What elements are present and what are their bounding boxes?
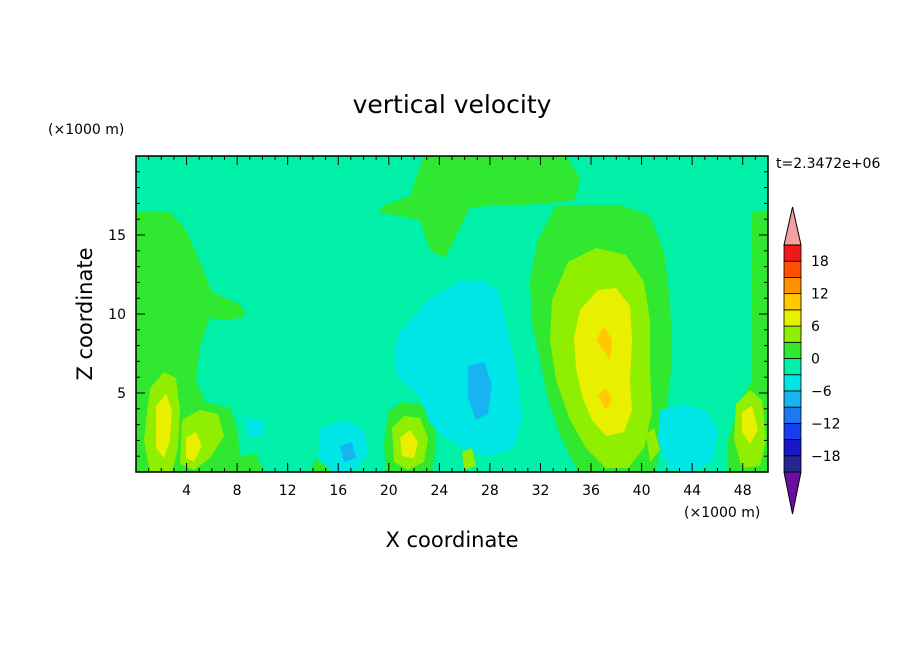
x-tick-label: 32 — [532, 483, 550, 499]
colorbar-band — [783, 277, 802, 295]
contour-downdraft-right — [658, 404, 718, 472]
x-tick-label: 20 — [380, 483, 398, 499]
x-unit-label: (×1000 m) — [684, 505, 760, 521]
x-tick-label: 4 — [182, 483, 191, 499]
colorbar-band — [783, 358, 802, 376]
colorbar-band — [783, 260, 802, 278]
y-axis-ticks: 5 10 15 — [108, 171, 768, 457]
x-tick-label: 36 — [582, 483, 600, 499]
contour-updraft-x22-6 — [400, 430, 418, 458]
colorbar-band — [783, 374, 802, 392]
contour-updraft-left-6 — [156, 394, 172, 458]
colorbar-tick-label: 6 — [811, 319, 820, 335]
y-tick-label: 15 — [108, 228, 126, 244]
x-tick-label: 48 — [734, 483, 752, 499]
colorbar-band — [783, 390, 802, 408]
x-tick-label: 40 — [633, 483, 651, 499]
contour-downdraft-core — [340, 362, 492, 462]
time-label: t=2.3472e+06 — [776, 156, 880, 172]
colorbar-band — [783, 455, 802, 473]
colorbar-extend-low — [783, 471, 802, 515]
contour-downdraft-left — [244, 418, 368, 472]
contour-field — [136, 156, 768, 472]
x-axis-ticks: 4 8 12 16 20 24 28 32 36 40 44 48 — [148, 156, 756, 499]
contour-updraft-right-6 — [742, 406, 758, 444]
colorbar: 18 12 6 0 −6 −12 −18 — [783, 206, 841, 515]
x-tick-label: 24 — [430, 483, 448, 499]
colorbar-band — [783, 422, 802, 440]
contour-updraft-main-9 — [596, 326, 612, 410]
contour-updraft-main-6 — [574, 288, 632, 436]
chart-title: vertical velocity — [353, 90, 552, 119]
colorbar-band — [783, 244, 802, 262]
colorbar-band — [783, 439, 802, 457]
x-tick-label: 12 — [279, 483, 297, 499]
y-tick-label: 10 — [108, 307, 126, 323]
x-tick-label: 44 — [683, 483, 701, 499]
colorbar-band — [783, 325, 802, 343]
colorbar-tick-label: −12 — [811, 416, 841, 432]
colorbar-band — [783, 309, 802, 327]
colorbar-tick-label: 12 — [811, 287, 829, 303]
colorbar-tick-label: −6 — [811, 384, 832, 400]
contour-green-bottom — [236, 454, 330, 472]
contour-green-top — [378, 156, 580, 258]
colorbar-tick-label: −18 — [811, 449, 841, 465]
colorbar-extend-high — [783, 206, 802, 246]
colorbar-band — [783, 293, 802, 311]
x-axis-label: X coordinate — [385, 528, 518, 552]
y-tick-label: 5 — [117, 386, 126, 402]
colorbar-band — [783, 341, 802, 359]
y-unit-label: (×1000 m) — [48, 122, 124, 138]
x-tick-label: 8 — [233, 483, 242, 499]
colorbar-tick-label: 18 — [811, 254, 829, 270]
x-tick-label: 28 — [481, 483, 499, 499]
y-axis-label: Z coordinate — [73, 247, 97, 380]
colorbar-band — [783, 406, 802, 424]
colorbar-tick-label: 0 — [811, 352, 820, 368]
contour-downdraft-center — [394, 280, 522, 456]
x-tick-label: 16 — [329, 483, 347, 499]
contour-updraft-x5-6 — [186, 432, 202, 462]
